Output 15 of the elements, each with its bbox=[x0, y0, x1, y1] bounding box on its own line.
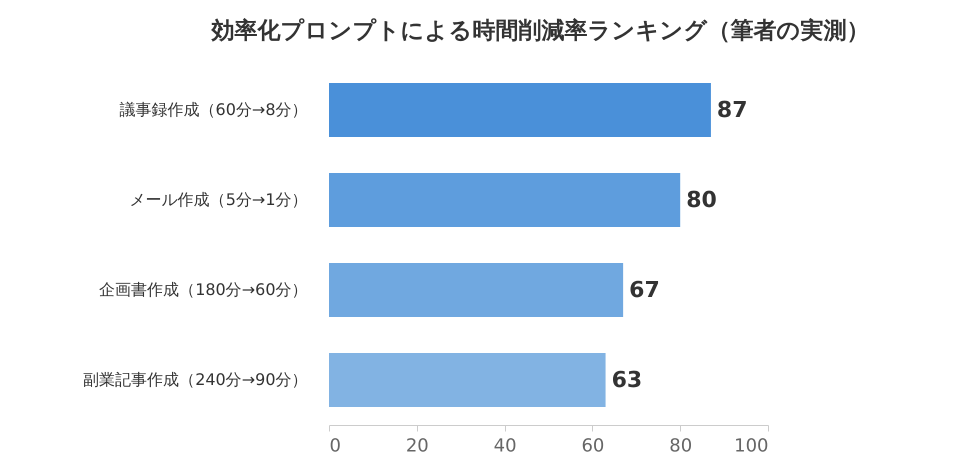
data-label: 67 bbox=[629, 278, 660, 303]
data-label: 87 bbox=[716, 98, 748, 123]
x-tick-label: 80 bbox=[669, 436, 692, 456]
x-tick-label: 40 bbox=[494, 436, 517, 456]
data-label: 80 bbox=[686, 188, 717, 213]
x-tick-label: 0 bbox=[330, 436, 341, 456]
y-tick-label: 企画書作成（180分→60分） bbox=[99, 280, 308, 299]
x-tick-label: 20 bbox=[406, 436, 429, 456]
x-tick-label: 100 bbox=[734, 436, 768, 456]
chart-title: 効率化プロンプトによる時間削減率ランキング（筆者の実測） bbox=[210, 17, 870, 44]
x-tick-label: 60 bbox=[581, 436, 604, 456]
y-tick-label: 議事録作成（60分→8分） bbox=[120, 100, 308, 119]
y-tick-label: 副業記事作成（240分→90分） bbox=[83, 370, 308, 389]
y-tick-label: メール作成（5分→1分） bbox=[130, 190, 308, 209]
data-label: 63 bbox=[612, 368, 642, 393]
